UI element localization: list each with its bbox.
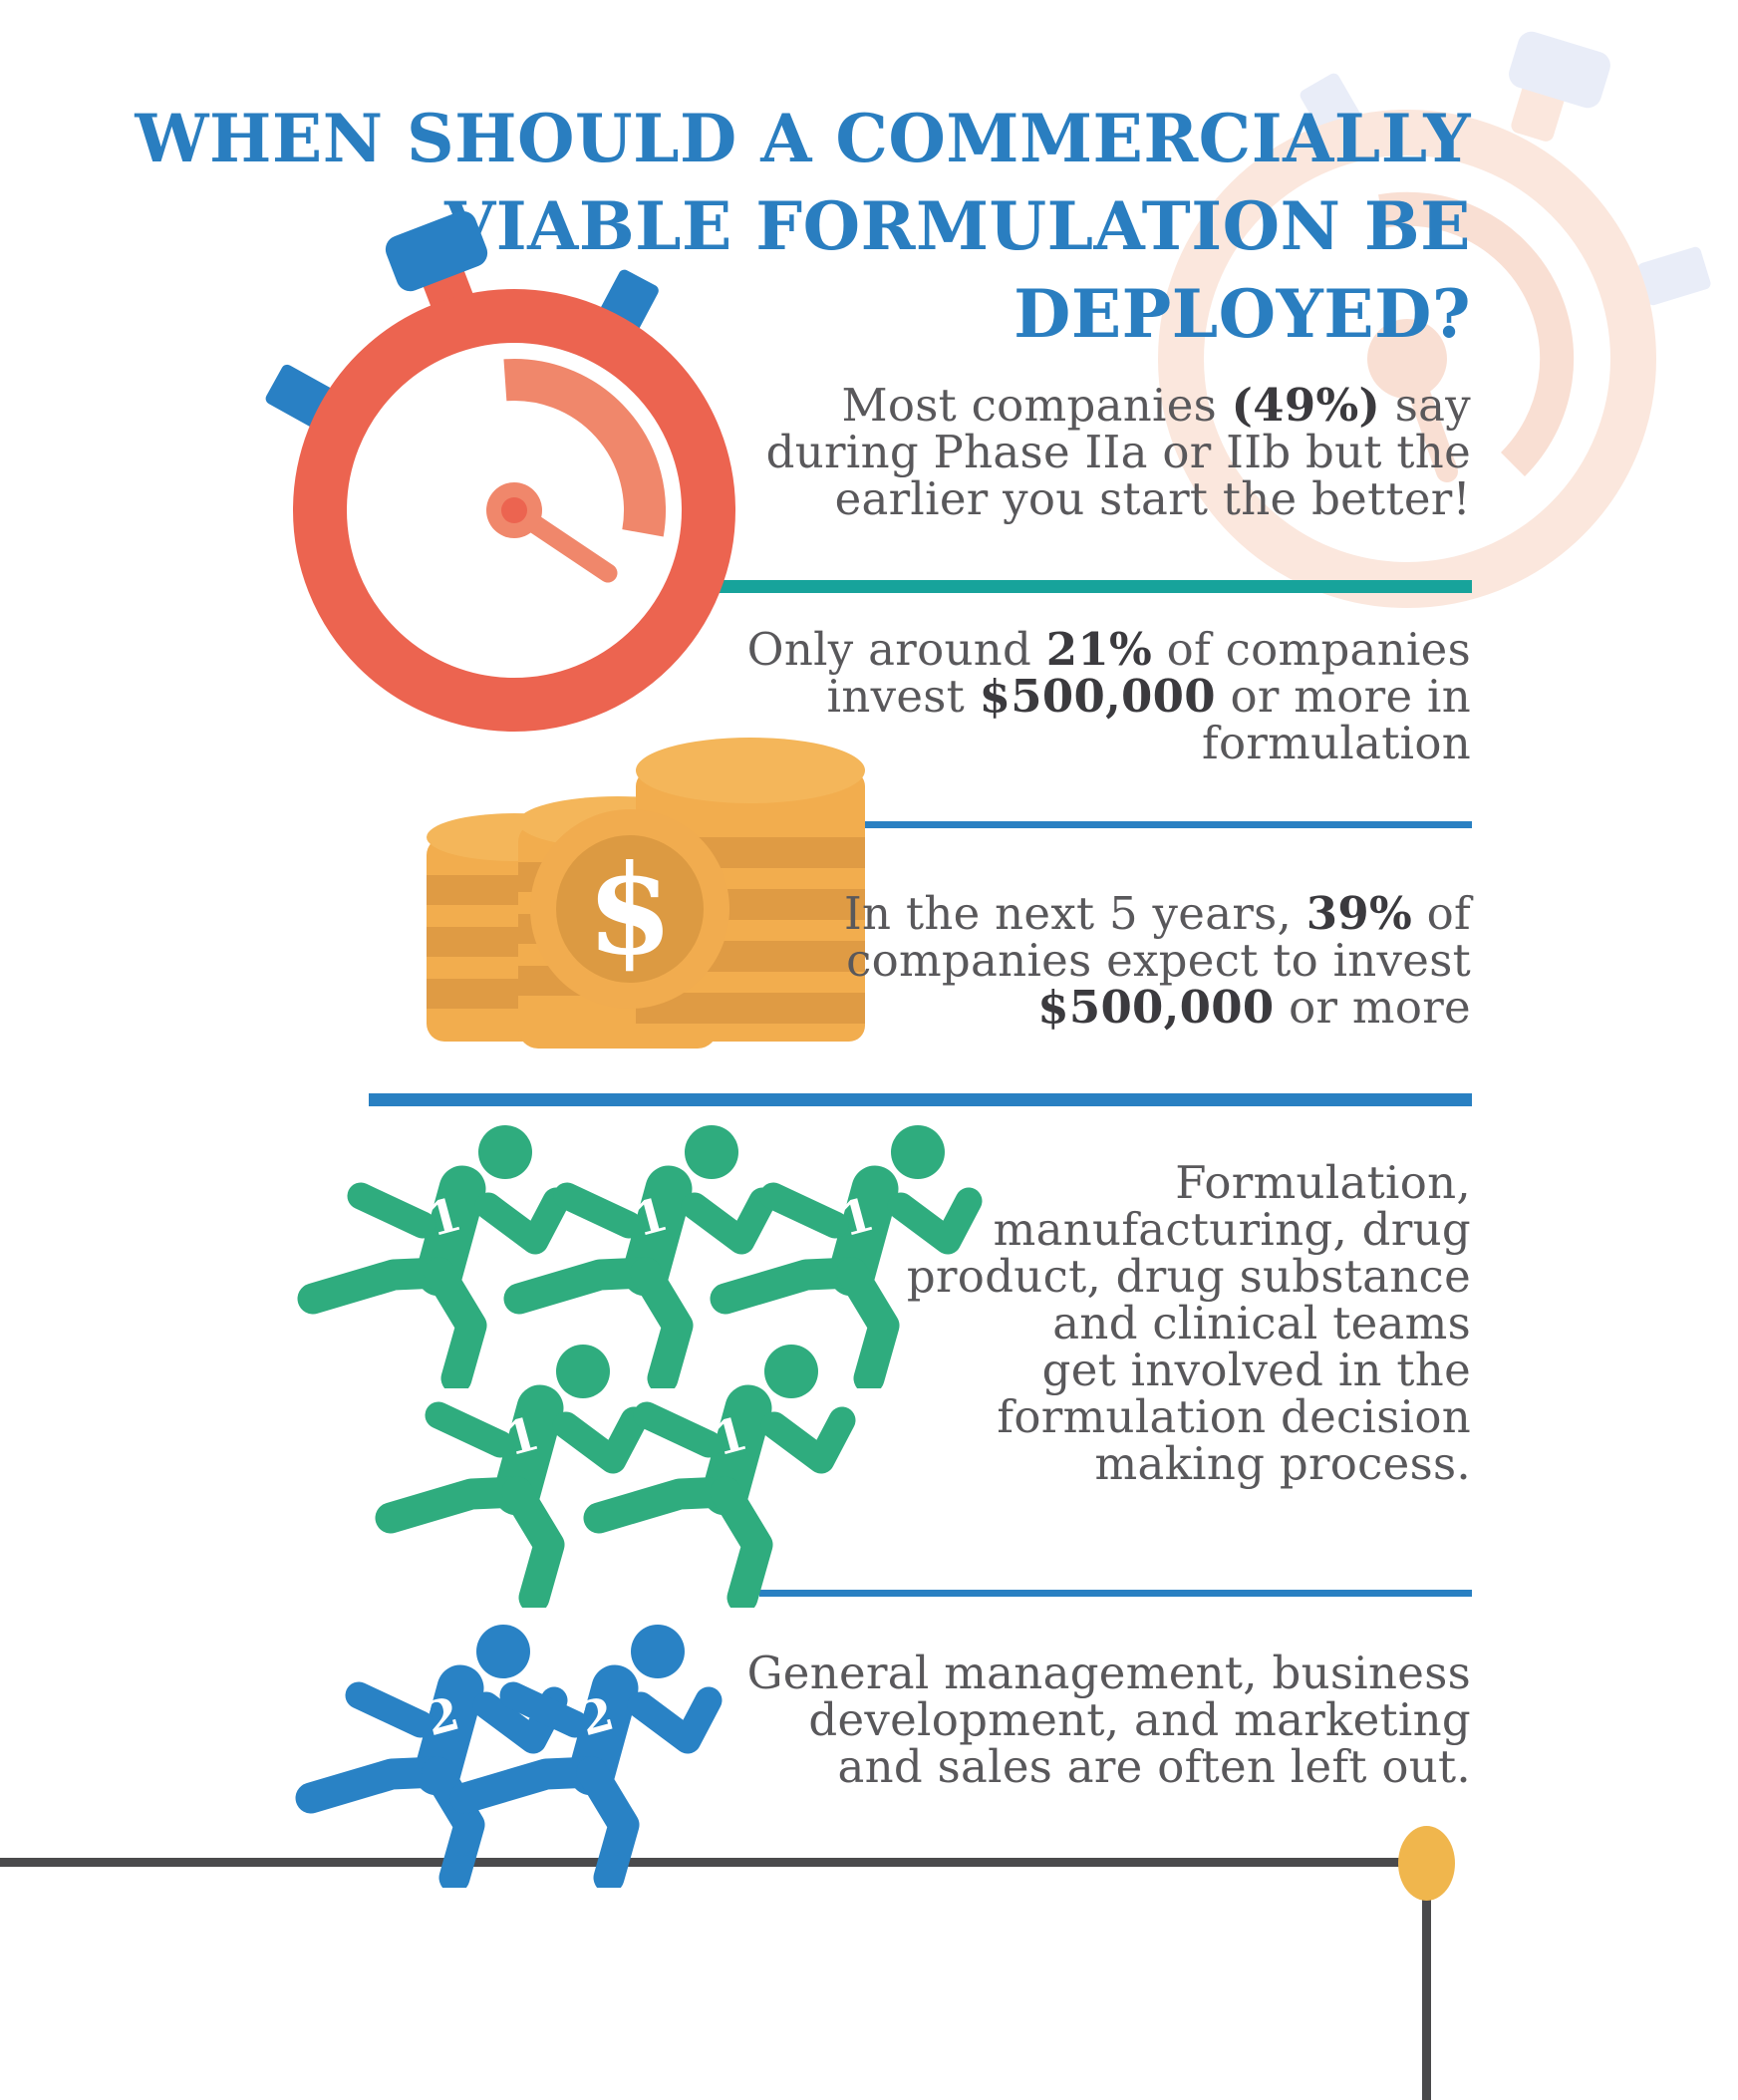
timeline-vertical-line: [1422, 1863, 1431, 2100]
dollar-icon: $: [587, 838, 673, 983]
runner-icon: 1: [581, 1339, 860, 1608]
stat-invest-future: In the next 5 years, 39% of companies ex…: [843, 887, 1471, 1034]
page-title: WHEN SHOULD A COMMERCIALLY VIABLE FORMUL…: [135, 95, 1471, 358]
stopwatch-icon: [265, 210, 735, 732]
runner-icon: 2: [293, 1619, 572, 1888]
runner-icon: 1: [501, 1119, 780, 1388]
title-line: WHEN SHOULD A COMMERCIALLY: [135, 100, 1471, 177]
divider-teal: [718, 580, 1472, 593]
stat-teams-left-out: General management, business development…: [746, 1647, 1471, 1793]
stat-teams-involved: Formulation, manufacturing, drug product…: [906, 1156, 1471, 1490]
timeline-dot: [1398, 1826, 1455, 1901]
stat-phase-timing: Most companies (49%) say during Phase II…: [765, 379, 1471, 525]
runner-icon: 2: [447, 1619, 726, 1888]
title-line: DEPLOYED?: [1014, 275, 1471, 353]
dollar-coin: $: [530, 809, 729, 1009]
stat-invest-now: Only around 21% of companies invest $500…: [746, 623, 1471, 769]
divider-blue-thin: [855, 821, 1472, 828]
runner-icon: 1: [373, 1339, 652, 1608]
runner-icon: 1: [295, 1119, 574, 1388]
divider-blue-thick: [369, 1093, 1472, 1106]
title-line: VIABLE FORMULATION BE: [444, 187, 1471, 265]
coin-stack-icon: $: [427, 738, 865, 1049]
divider-blue-thin: [759, 1590, 1472, 1597]
finish-line: [0, 1858, 1399, 1867]
runner-icon: 1: [708, 1119, 987, 1388]
